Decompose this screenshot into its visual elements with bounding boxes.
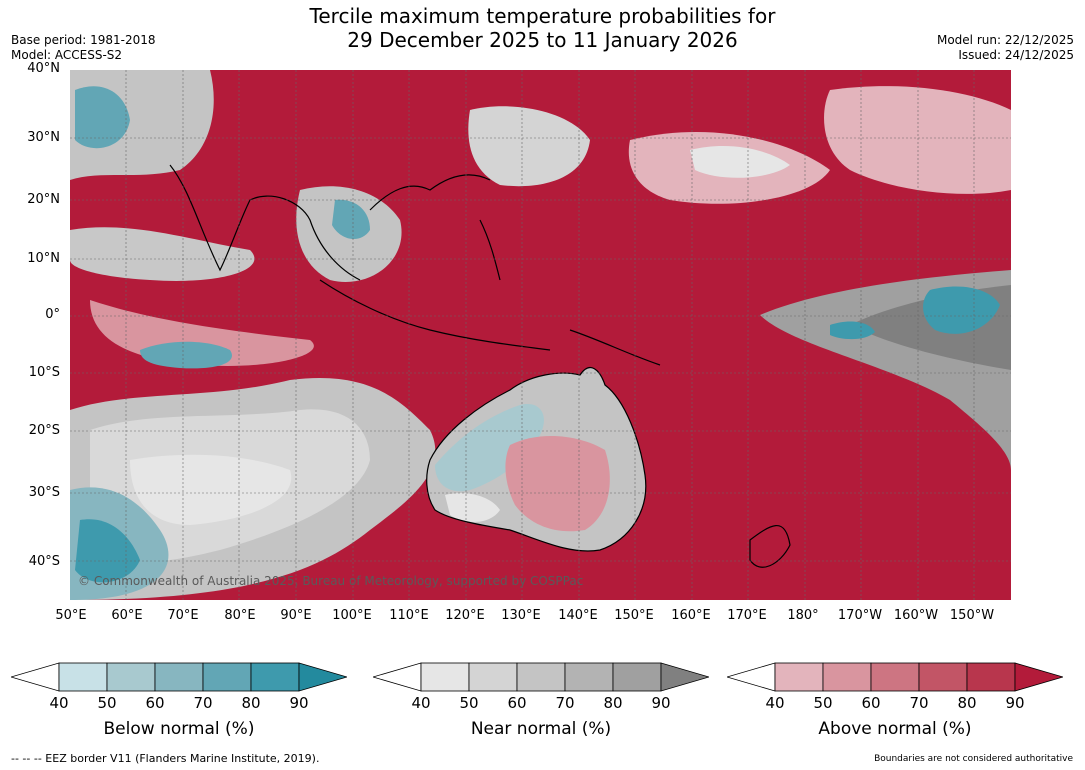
copyright-text: © Commonwealth of Australia 2025, Bureau… xyxy=(78,574,584,588)
lon-label: 60°E xyxy=(111,608,143,623)
tick-label: 50 xyxy=(459,694,479,712)
lon-label: 50°E xyxy=(55,608,87,623)
colorbar-above-normal xyxy=(727,662,1063,692)
model-name: Model: ACCESS-S2 xyxy=(11,48,123,62)
map-title: Tercile maximum temperature probabilitie… xyxy=(0,4,1085,52)
tick-label: 90 xyxy=(1005,694,1025,712)
colorbar-segment xyxy=(202,662,252,692)
colorbar-extension-low xyxy=(373,662,422,692)
tick-label: 50 xyxy=(97,694,117,712)
meta-left: Base period: 1981-2018 Model: ACCESS-S2 xyxy=(11,33,156,63)
lat-label: 40°S xyxy=(28,554,60,569)
lon-label: 170°E xyxy=(727,608,767,623)
colorbar-label-near: Near normal (%) xyxy=(470,719,612,739)
colorbar-below-normal xyxy=(11,662,347,692)
issued-date: Issued: 24/12/2025 xyxy=(958,48,1074,62)
tick-label: 50 xyxy=(813,694,833,712)
colorbar-segment xyxy=(58,662,108,692)
lat-label: 10°S xyxy=(28,365,60,380)
colorbar-segment xyxy=(966,662,1016,692)
colorbar-segment xyxy=(250,662,300,692)
colorbar-segment xyxy=(106,662,156,692)
meta-right: Model run: 22/12/2025 Issued: 24/12/2025 xyxy=(937,33,1074,63)
colorbar-extension-low xyxy=(11,662,60,692)
lon-label: 180° xyxy=(787,608,819,623)
probability-map xyxy=(70,70,1011,600)
lon-label: 100°E xyxy=(332,608,372,623)
tick-label: 60 xyxy=(507,694,527,712)
lon-label: 140°E xyxy=(558,608,598,623)
lon-label: 150°W xyxy=(949,608,995,623)
colorbar-extension-high xyxy=(1014,662,1063,692)
colorbar-near-normal xyxy=(373,662,709,692)
colorbar-segment xyxy=(822,662,872,692)
lat-label: 40°N xyxy=(27,61,60,76)
lon-label: 90°E xyxy=(280,608,312,623)
tick-label: 70 xyxy=(193,694,213,712)
tick-label: 60 xyxy=(861,694,881,712)
tick-label: 40 xyxy=(411,694,431,712)
tick-label: 90 xyxy=(289,694,309,712)
title-line2: 29 December 2025 to 11 January 2026 xyxy=(347,28,738,52)
lat-label: 10°N xyxy=(27,251,60,266)
lat-label: 20°S xyxy=(28,423,60,438)
colorbar-label-below: Below normal (%) xyxy=(103,719,255,739)
title-line1: Tercile maximum temperature probabilitie… xyxy=(309,4,776,28)
colorbar-segment xyxy=(468,662,518,692)
tick-label: 70 xyxy=(909,694,929,712)
colorbar-segment xyxy=(420,662,470,692)
tick-label: 80 xyxy=(603,694,623,712)
colorbar-segment xyxy=(516,662,566,692)
lat-label: 20°N xyxy=(27,192,60,207)
colorbar-label-above: Above normal (%) xyxy=(818,719,972,739)
eez-note: -- -- -- EEZ border V11 (Flanders Marine… xyxy=(11,752,320,765)
lon-label: 120°E xyxy=(445,608,485,623)
lon-label: 160°W xyxy=(893,608,939,623)
colorbar-segment xyxy=(870,662,920,692)
colorbar-extension-low xyxy=(727,662,776,692)
lon-label: 150°E xyxy=(614,608,654,623)
tick-label: 60 xyxy=(145,694,165,712)
lon-label: 70°E xyxy=(167,608,199,623)
tick-label: 70 xyxy=(555,694,575,712)
tick-label: 40 xyxy=(765,694,785,712)
map-canvas xyxy=(70,70,1011,600)
base-period: Base period: 1981-2018 xyxy=(11,33,156,47)
tick-label: 90 xyxy=(651,694,671,712)
lat-label: 0° xyxy=(45,307,60,322)
tick-label: 80 xyxy=(241,694,261,712)
colorbar-segment xyxy=(774,662,824,692)
lat-label: 30°S xyxy=(28,485,60,500)
colorbar-segment xyxy=(612,662,662,692)
colorbar-extension-high xyxy=(298,662,347,692)
colorbar-segment xyxy=(564,662,614,692)
lat-label: 30°N xyxy=(27,130,60,145)
colorbar-segment xyxy=(154,662,204,692)
lon-label: 160°E xyxy=(671,608,711,623)
colorbar-extension-high xyxy=(660,662,709,692)
lon-label: 130°E xyxy=(501,608,541,623)
boundaries-note: Boundaries are not considered authoritat… xyxy=(874,754,1073,764)
lon-label: 80°E xyxy=(224,608,256,623)
tick-label: 40 xyxy=(49,694,69,712)
model-run: Model run: 22/12/2025 xyxy=(936,33,1074,47)
colorbar-segment xyxy=(918,662,968,692)
tick-label: 80 xyxy=(957,694,977,712)
lon-label: 110°E xyxy=(389,608,429,623)
lon-label: 170°W xyxy=(837,608,883,623)
